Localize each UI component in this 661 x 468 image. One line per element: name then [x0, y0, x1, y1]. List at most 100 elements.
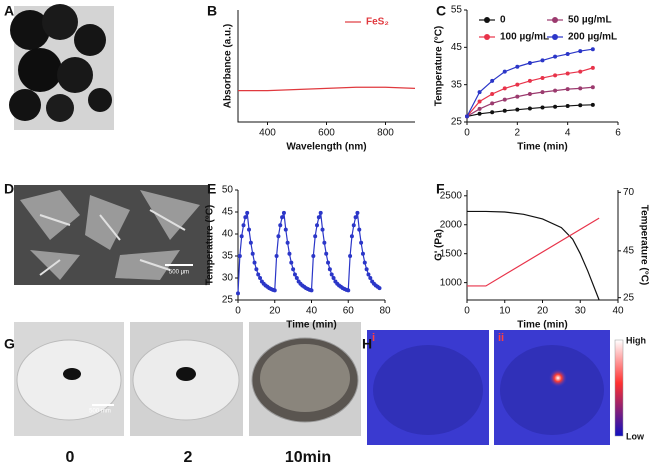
- y-tick-label: 50: [222, 185, 234, 196]
- data-point: [315, 223, 320, 228]
- data-point: [578, 49, 583, 54]
- data-point: [515, 64, 520, 69]
- x-tick-label: 20: [269, 306, 281, 317]
- y-tick-label: 25: [451, 117, 463, 128]
- data-point: [502, 97, 507, 102]
- data-point: [280, 215, 285, 220]
- data-point: [236, 291, 240, 296]
- data-point: [331, 276, 336, 280]
- x-tick-label: 800: [377, 128, 394, 139]
- data-point: [590, 85, 595, 90]
- data-point: [490, 92, 495, 96]
- data-point: [377, 286, 382, 291]
- panel-label: B: [207, 3, 217, 19]
- data-point: [359, 240, 364, 245]
- data-point: [368, 276, 373, 280]
- data-point: [490, 101, 495, 106]
- data-point: [289, 260, 294, 265]
- data-point: [287, 251, 292, 256]
- panel-label: H: [362, 336, 372, 352]
- data-point: [477, 111, 482, 116]
- x-tick-label: 0: [464, 306, 470, 317]
- legend-marker: [552, 17, 558, 23]
- data-point: [515, 107, 520, 112]
- data-point: [245, 210, 250, 215]
- data-point: [527, 106, 532, 111]
- y-axis-title: Absorbance (a.u.): [223, 24, 234, 108]
- y2-tick-label: 25: [623, 292, 635, 303]
- x-axis-title: Time (min): [517, 142, 567, 153]
- y-axis-title: Temperature (°C): [205, 205, 216, 286]
- photo-label: 0: [66, 449, 75, 466]
- panel-label: C: [436, 3, 446, 19]
- data-point: [272, 288, 277, 293]
- x-tick-label: 600: [318, 128, 335, 139]
- data-point: [540, 58, 545, 63]
- data-point: [490, 78, 495, 83]
- data-point: [540, 90, 545, 95]
- series-line: [467, 210, 600, 301]
- y-tick-label: 55: [451, 5, 463, 16]
- photo-label: 2: [184, 449, 193, 466]
- y-tick-label: 40: [222, 229, 234, 240]
- x-tick-label: 40: [306, 306, 318, 317]
- data-point: [327, 267, 332, 272]
- data-point: [351, 223, 356, 228]
- data-point: [502, 108, 507, 113]
- panel-label: D: [4, 181, 14, 197]
- tem-image: 100 nm: [9, 4, 150, 130]
- x-tick-label: 2: [515, 128, 521, 139]
- scale-label: 500 μm: [169, 270, 189, 276]
- data-point: [348, 254, 353, 258]
- colorbar-label: Low: [626, 431, 645, 441]
- y-tick-label: 1500: [440, 248, 463, 259]
- x-tick-label: 80: [379, 306, 391, 317]
- x-tick-label: 30: [575, 306, 587, 317]
- data-point: [565, 103, 570, 108]
- x-tick-label: 10: [499, 306, 511, 317]
- data-point: [565, 71, 570, 76]
- x-tick-label: 4: [565, 128, 571, 139]
- data-point: [274, 254, 279, 258]
- thermal-images: [367, 330, 624, 445]
- data-point: [527, 61, 532, 66]
- data-point: [578, 86, 583, 91]
- y-tick-label: 45: [451, 42, 463, 53]
- data-point: [247, 227, 252, 232]
- data-point: [309, 288, 314, 293]
- data-point: [239, 234, 244, 239]
- data-point: [477, 90, 482, 95]
- x-tick-label: 400: [259, 128, 276, 139]
- data-point: [357, 227, 362, 232]
- panel-label: E: [207, 181, 216, 197]
- data-point: [360, 251, 365, 256]
- data-point: [553, 104, 558, 109]
- panel-label: A: [4, 3, 14, 19]
- y-tick-label: 30: [222, 273, 234, 284]
- data-point: [590, 102, 595, 107]
- thermal-label: i: [372, 332, 375, 344]
- axis-line: [466, 10, 618, 123]
- data-point: [237, 254, 242, 258]
- data-point: [250, 251, 255, 256]
- data-point: [355, 210, 360, 215]
- data-point: [313, 234, 318, 239]
- scale-label: 100 nm: [125, 120, 145, 126]
- axis-line: [237, 10, 415, 123]
- data-point: [362, 260, 367, 265]
- data-point: [292, 272, 297, 277]
- data-point: [324, 251, 329, 256]
- data-point: [364, 267, 369, 272]
- y-axis-title: G' (Pa): [434, 229, 445, 261]
- y2-axis-title: Temperature (°C): [638, 205, 649, 286]
- series-line: [466, 86, 593, 117]
- legend-label: 0: [500, 15, 506, 26]
- y-tick-label: 45: [222, 207, 234, 218]
- series-line: [237, 212, 380, 294]
- y2-tick-label: 70: [623, 187, 635, 198]
- data-point: [258, 276, 263, 280]
- data-point: [281, 210, 286, 215]
- x-tick-label: 20: [537, 306, 549, 317]
